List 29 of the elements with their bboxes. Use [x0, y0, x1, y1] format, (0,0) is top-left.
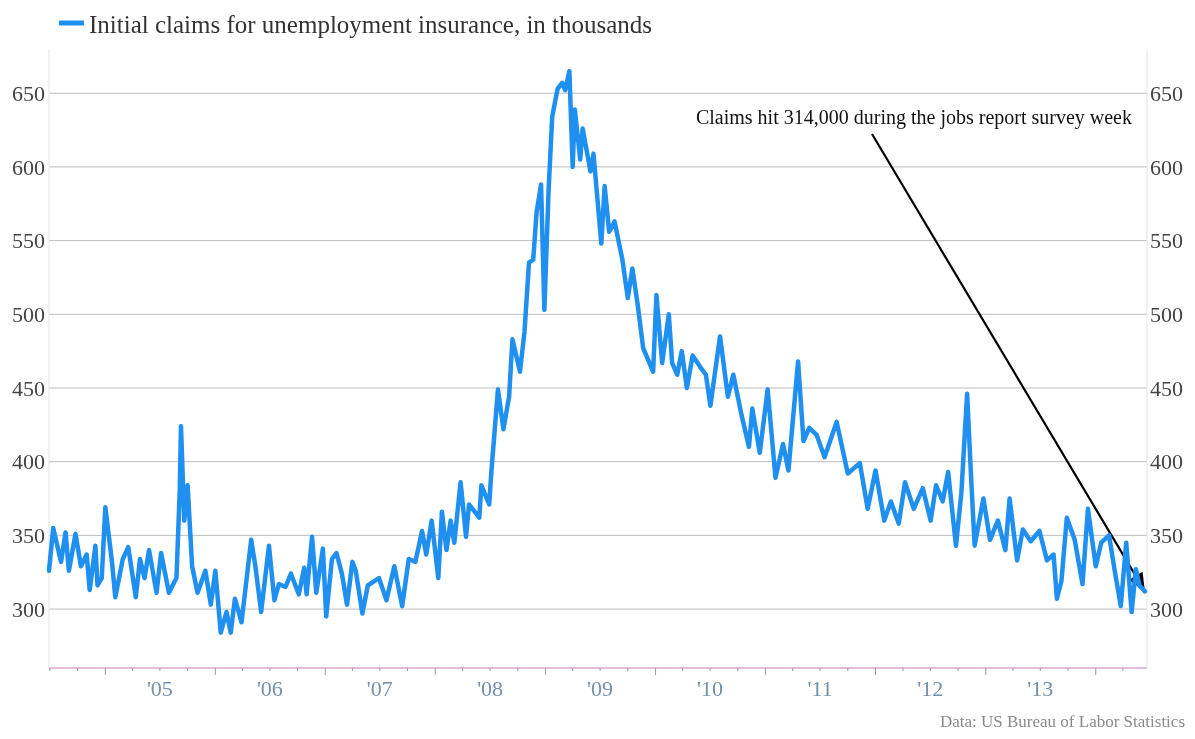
x-tick-label: '08 — [477, 676, 504, 701]
text: Data: US Bureau of Labor Statistics — [939, 712, 1185, 731]
x-tick-label: '12 — [917, 676, 944, 701]
x-tick-label: '07 — [366, 676, 393, 701]
line-series — [46, 68, 1148, 635]
legend-label: Initial claims for unemployment insurance, in thousands — [89, 10, 653, 38]
y2-tick-label: 550 — [1150, 228, 1183, 254]
y-tick-label: 450 — [12, 375, 45, 401]
x-tick-label: '11 — [807, 676, 833, 701]
x-tick-label: '09 — [587, 676, 614, 701]
x-tick-label: '13 — [1027, 676, 1054, 701]
y2-tick-label: 500 — [1150, 301, 1183, 327]
annotation: Claims hit 314,000 during the jobs report survey week — [695, 106, 1132, 129]
y2-tick-label: 600 — [1150, 154, 1183, 180]
y-tick-label: 500 — [12, 301, 45, 327]
x-tick-label: '06 — [256, 676, 283, 701]
x-tick-label: '10 — [697, 676, 724, 701]
y2-tick-label: 350 — [1150, 523, 1183, 549]
x-tick-label: '05 — [146, 676, 173, 701]
y-tick-label: 650 — [12, 80, 45, 106]
y2-tick-label: 400 — [1150, 449, 1183, 475]
y-tick-label: 350 — [12, 523, 45, 549]
y2-tick-label: 450 — [1150, 375, 1183, 401]
y-tick-label: 400 — [12, 449, 45, 475]
y-tick-label: 550 — [12, 228, 45, 254]
y2-tick-label: 300 — [1150, 596, 1183, 622]
y2-tick-label: 650 — [1150, 80, 1183, 106]
y-tick-label: 600 — [12, 154, 45, 180]
y-tick-label: 300 — [12, 596, 45, 622]
